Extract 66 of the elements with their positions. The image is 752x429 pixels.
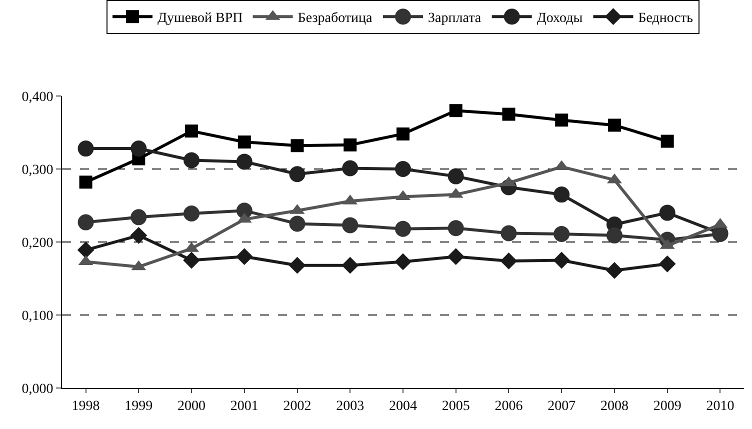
point <box>555 114 568 127</box>
point <box>290 139 304 152</box>
point <box>183 252 200 269</box>
point <box>658 255 676 272</box>
x-tick-label: 2004 <box>389 398 417 414</box>
point <box>236 248 253 266</box>
point <box>394 253 412 270</box>
point <box>238 135 251 148</box>
point <box>77 242 94 258</box>
point <box>554 186 570 203</box>
point <box>448 168 464 184</box>
x-tick-label: 2003 <box>336 398 364 414</box>
point <box>78 214 94 230</box>
x-tick-label: 2006 <box>494 398 523 414</box>
point <box>184 152 200 168</box>
point <box>447 248 464 266</box>
point <box>660 134 674 148</box>
point <box>344 138 357 152</box>
point <box>449 104 462 118</box>
y-tick-label: 0,200 <box>22 236 54 251</box>
point <box>236 154 252 170</box>
point <box>395 161 411 177</box>
point <box>78 140 94 157</box>
point <box>289 216 306 232</box>
point <box>500 225 517 242</box>
point <box>79 176 92 189</box>
x-tick-label: 2005 <box>442 398 470 414</box>
x-tick-label: 2002 <box>283 398 312 414</box>
point <box>502 108 516 121</box>
point <box>395 220 411 237</box>
x-tick-label: 2001 <box>230 398 258 414</box>
x-tick-label: 2009 <box>653 398 682 414</box>
point <box>184 206 200 222</box>
point <box>185 124 198 138</box>
legend-label: Доходы <box>536 11 584 26</box>
y-tick-label: 0,300 <box>22 162 54 178</box>
x-tick-label: 1998 <box>72 398 100 414</box>
legend-label: Бедность <box>638 11 693 26</box>
point <box>288 256 306 274</box>
point <box>554 226 570 242</box>
y-tick-label: 0,000 <box>22 382 54 397</box>
point <box>608 118 621 132</box>
legend-label: Зарплата <box>428 11 482 26</box>
legend-label: Безработица <box>298 11 374 26</box>
point <box>342 160 358 176</box>
x-tick-label: 2000 <box>178 398 206 414</box>
legend-label: Душевой ВРП <box>158 11 243 26</box>
point <box>342 256 359 274</box>
point <box>553 252 570 269</box>
y-tick-label: 0,400 <box>22 90 54 105</box>
x-tick-label: 2007 <box>548 398 576 414</box>
point <box>130 140 147 157</box>
point <box>659 204 676 221</box>
point <box>396 127 410 140</box>
point <box>606 227 622 244</box>
point <box>289 166 306 182</box>
y-tick-label: 0,100 <box>22 308 54 324</box>
point <box>448 220 464 236</box>
point <box>130 209 147 226</box>
point <box>606 262 623 279</box>
x-tick-label: 1999 <box>124 398 153 414</box>
x-tick-label: 2008 <box>600 398 628 414</box>
point <box>342 217 358 234</box>
point <box>500 252 518 270</box>
point <box>130 226 148 244</box>
x-tick-label: 2010 <box>706 398 734 414</box>
